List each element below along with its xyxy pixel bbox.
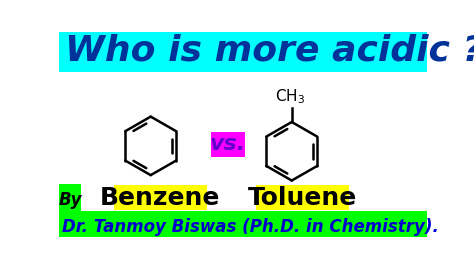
Text: CH$_3$: CH$_3$ xyxy=(275,87,305,106)
Text: Toluene: Toluene xyxy=(248,186,357,210)
Text: Who is more acidic ?: Who is more acidic ? xyxy=(65,34,474,68)
Bar xyxy=(211,132,245,157)
Bar xyxy=(256,185,349,210)
Text: Benzene: Benzene xyxy=(100,186,220,210)
Text: Dr. Tanmoy Biswas (Ph.D. in Chemistry).: Dr. Tanmoy Biswas (Ph.D. in Chemistry). xyxy=(63,218,439,236)
Bar xyxy=(59,184,81,211)
Bar xyxy=(59,32,427,72)
Text: By: By xyxy=(58,191,82,209)
Bar xyxy=(113,185,207,210)
Bar xyxy=(59,211,427,237)
Text: vs.: vs. xyxy=(210,135,246,155)
